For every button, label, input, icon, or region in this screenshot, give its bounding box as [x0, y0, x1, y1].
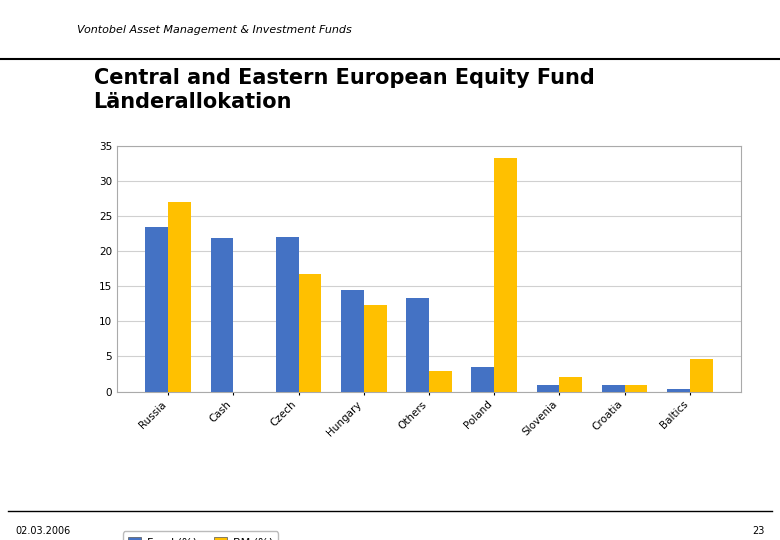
- Bar: [341, 289, 363, 392]
- Text: Vontobel Asset Management & Investment Funds: Vontobel Asset Management & Investment F…: [77, 25, 352, 35]
- Bar: [690, 359, 713, 392]
- Text: 23: 23: [752, 526, 764, 537]
- Bar: [168, 202, 191, 392]
- Bar: [276, 237, 299, 392]
- Bar: [299, 274, 321, 392]
- Bar: [602, 385, 625, 392]
- Bar: [211, 239, 233, 392]
- Text: Central and Eastern European Equity Fund
Länderallokation: Central and Eastern European Equity Fund…: [94, 68, 594, 111]
- Bar: [406, 298, 429, 392]
- Bar: [429, 371, 452, 392]
- Bar: [537, 385, 559, 392]
- Bar: [145, 226, 168, 392]
- Bar: [667, 389, 690, 392]
- Bar: [495, 158, 517, 392]
- Legend: Fund (%), BM (%): Fund (%), BM (%): [122, 531, 278, 540]
- Text: 02.03.2006: 02.03.2006: [16, 526, 71, 537]
- Bar: [471, 367, 495, 392]
- Bar: [363, 305, 387, 392]
- Bar: [559, 377, 582, 392]
- Bar: [625, 385, 647, 392]
- Bar: [49, 8, 53, 57]
